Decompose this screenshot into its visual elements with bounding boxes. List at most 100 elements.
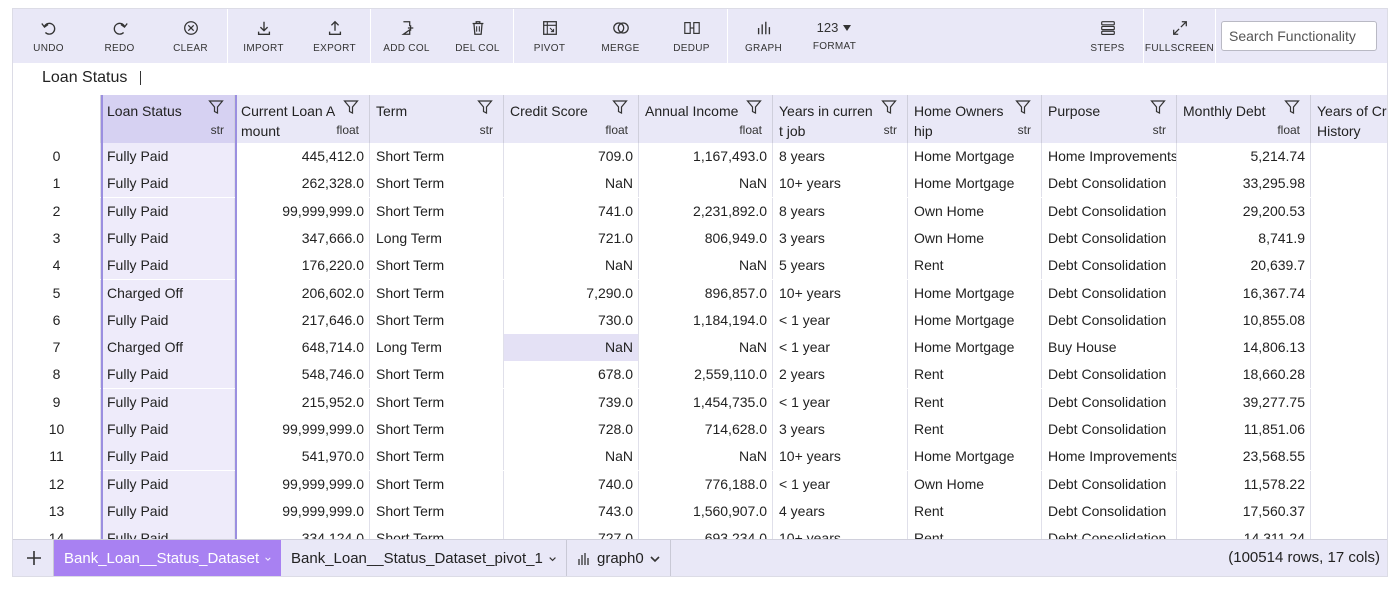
table-cell[interactable]: 1,184,194.0 [639, 306, 773, 334]
table-cell[interactable]: 541,970.0 [235, 443, 370, 471]
table-cell[interactable]: < 1 year [773, 306, 908, 334]
table-cell[interactable]: Debt Consolidation [1042, 170, 1177, 198]
search-functionality-input[interactable] [1221, 21, 1377, 51]
pivot-button[interactable]: PIVOT [514, 9, 585, 63]
table-cell[interactable]: 5,214.74 [1177, 143, 1311, 170]
table-cell[interactable] [1311, 307, 1387, 334]
column-header[interactable]: Monthly Debt float [1177, 95, 1311, 143]
table-cell[interactable] [1311, 143, 1387, 170]
table-cell[interactable]: 740.0 [504, 470, 639, 498]
table-cell[interactable]: Charged Off [101, 279, 235, 307]
table-cell[interactable]: Home Mortgage [908, 306, 1042, 334]
table-cell[interactable]: Short Term [370, 252, 504, 280]
table-cell[interactable]: Home Mortgage [908, 143, 1042, 170]
table-cell[interactable]: Home Improvements [1042, 443, 1177, 471]
table-cell[interactable]: 99,999,999.0 [235, 197, 370, 225]
table-cell[interactable]: Rent [908, 525, 1042, 539]
filter-icon[interactable] [1284, 99, 1300, 115]
table-cell[interactable]: Home Mortgage [908, 279, 1042, 307]
table-cell[interactable]: 39,277.75 [1177, 388, 1311, 416]
table-cell[interactable]: 10+ years [773, 443, 908, 471]
table-cell[interactable]: Debt Consolidation [1042, 497, 1177, 525]
table-cell[interactable]: 3 years [773, 416, 908, 443]
table-cell[interactable]: NaN [504, 170, 639, 198]
table-cell[interactable]: 730.0 [504, 306, 639, 334]
import-button[interactable]: IMPORT [228, 9, 299, 63]
table-cell[interactable]: Fully Paid [101, 416, 235, 443]
chevron-down-icon[interactable] [549, 554, 556, 564]
table-cell[interactable]: Buy House [1042, 334, 1177, 362]
table-cell[interactable] [1311, 361, 1387, 388]
table-cell[interactable]: Short Term [370, 170, 504, 198]
column-header[interactable]: Current Loan Amount float [235, 95, 370, 143]
table-cell[interactable]: NaN [639, 334, 773, 362]
table-cell[interactable]: 445,412.0 [235, 143, 370, 170]
table-cell[interactable]: 741.0 [504, 197, 639, 225]
table-cell[interactable]: Fully Paid [101, 197, 235, 225]
table-cell[interactable]: Fully Paid [101, 497, 235, 525]
filter-icon[interactable] [343, 99, 359, 115]
table-cell[interactable]: Home Improvements [1042, 143, 1177, 170]
chevron-down-icon[interactable] [650, 554, 660, 564]
table-cell[interactable]: Short Term [370, 443, 504, 471]
table-cell[interactable] [1311, 416, 1387, 443]
table-cell[interactable] [1311, 280, 1387, 307]
column-header[interactable]: Years in current job str [773, 95, 908, 143]
table-cell[interactable]: 10+ years [773, 279, 908, 307]
table-cell[interactable]: 347,666.0 [235, 224, 370, 252]
table-cell[interactable]: NaN [504, 334, 639, 362]
table-cell[interactable]: 215,952.0 [235, 388, 370, 416]
del-col-button[interactable]: DEL COL [442, 9, 513, 63]
table-cell[interactable]: Short Term [370, 416, 504, 443]
table-cell[interactable]: 728.0 [504, 416, 639, 443]
table-cell[interactable]: 714,628.0 [639, 416, 773, 443]
table-cell[interactable]: Fully Paid [101, 388, 235, 416]
table-cell[interactable]: Debt Consolidation [1042, 224, 1177, 252]
table-cell[interactable]: 1,560,907.0 [639, 497, 773, 525]
table-cell[interactable]: Own Home [908, 197, 1042, 225]
table-cell[interactable]: Short Term [370, 197, 504, 225]
filter-icon[interactable] [746, 99, 762, 115]
table-cell[interactable]: 10+ years [773, 525, 908, 539]
table-cell[interactable] [1311, 225, 1387, 252]
table-cell[interactable]: Fully Paid [101, 361, 235, 389]
table-cell[interactable]: 10,855.08 [1177, 306, 1311, 334]
table-cell[interactable]: 8,741.9 [1177, 224, 1311, 252]
table-cell[interactable]: 739.0 [504, 388, 639, 416]
table-cell[interactable] [1311, 198, 1387, 225]
steps-button[interactable]: STEPS [1072, 9, 1143, 63]
table-cell[interactable]: NaN [639, 170, 773, 198]
table-cell[interactable]: Rent [908, 252, 1042, 280]
table-cell[interactable]: Own Home [908, 224, 1042, 252]
table-cell[interactable]: < 1 year [773, 470, 908, 498]
table-cell[interactable] [1311, 525, 1387, 539]
table-cell[interactable]: Rent [908, 416, 1042, 443]
column-header[interactable]: Years of Credit History [1311, 95, 1387, 143]
table-cell[interactable]: 648,714.0 [235, 334, 370, 362]
table-cell[interactable]: 4 years [773, 497, 908, 525]
filter-icon[interactable] [208, 99, 224, 115]
table-cell[interactable]: 693,234.0 [639, 525, 773, 539]
table-cell[interactable]: 176,220.0 [235, 252, 370, 280]
table-cell[interactable]: Short Term [370, 143, 504, 170]
table-cell[interactable]: NaN [639, 443, 773, 471]
table-cell[interactable]: 7,290.0 [504, 279, 639, 307]
table-cell[interactable]: Debt Consolidation [1042, 279, 1177, 307]
table-cell[interactable]: Debt Consolidation [1042, 388, 1177, 416]
table-cell[interactable]: Long Term [370, 224, 504, 252]
table-cell[interactable]: 8 years [773, 143, 908, 170]
table-cell[interactable]: NaN [639, 252, 773, 280]
filter-icon[interactable] [1150, 99, 1166, 115]
table-cell[interactable]: Debt Consolidation [1042, 306, 1177, 334]
column-header[interactable]: Annual Income float [639, 95, 773, 143]
table-cell[interactable]: 5 years [773, 252, 908, 280]
table-cell[interactable]: Rent [908, 497, 1042, 525]
table-cell[interactable]: 2,559,110.0 [639, 361, 773, 389]
table-cell[interactable]: 727.0 [504, 525, 639, 539]
table-cell[interactable]: 8 years [773, 197, 908, 225]
table-cell[interactable]: Long Term [370, 334, 504, 362]
filter-icon[interactable] [881, 99, 897, 115]
table-cell[interactable] [1311, 389, 1387, 416]
table-cell[interactable]: 99,999,999.0 [235, 470, 370, 498]
column-header[interactable]: Home Ownership str [908, 95, 1042, 143]
